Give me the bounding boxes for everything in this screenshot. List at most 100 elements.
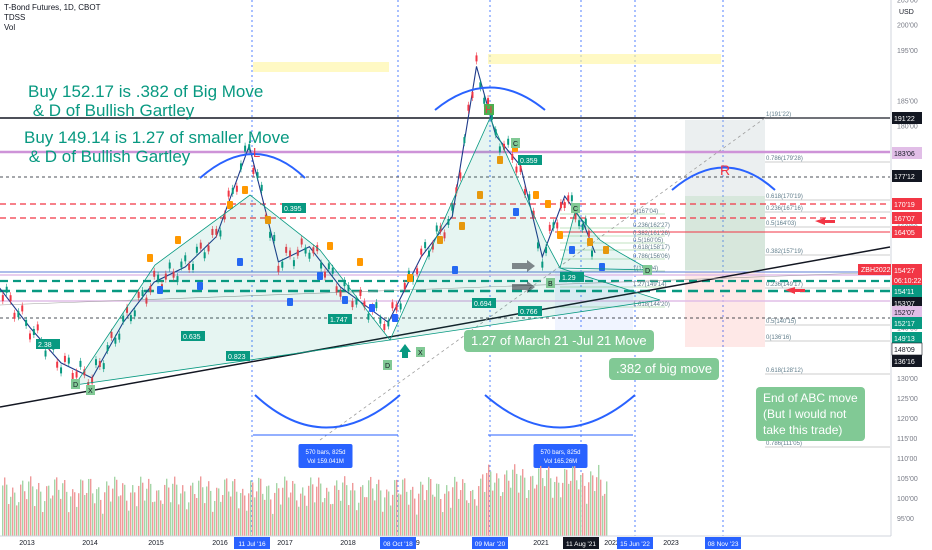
volume-bar — [548, 466, 550, 536]
volume-bar — [254, 497, 256, 536]
candle-body — [1, 295, 4, 302]
candle-body — [487, 98, 490, 105]
point-label-d2: D — [385, 363, 390, 370]
time-tick-4: 2017 — [277, 540, 293, 547]
fib-label-9: 0.618(128'12) — [766, 368, 803, 374]
tdss-buy-marker-2 — [237, 258, 243, 266]
volume-bar — [306, 505, 308, 536]
candle-body — [443, 232, 446, 239]
volume-bar — [480, 478, 482, 536]
volume-bar — [374, 500, 376, 536]
volume-bar — [250, 480, 252, 536]
time-tick-3: 2016 — [212, 540, 228, 547]
price-label-12: 149'13 — [894, 336, 915, 343]
arc-center-top — [434, 86, 546, 111]
volume-bar — [322, 502, 324, 536]
wave-label-bg-r8 — [518, 306, 542, 316]
volume-bar — [218, 488, 220, 536]
price-label-13: 148'09 — [894, 347, 915, 354]
candle-body — [199, 242, 202, 249]
candle-body — [36, 324, 39, 331]
candle-body — [471, 91, 474, 98]
date-highlight-4: 15 Jun '22 — [620, 541, 650, 548]
volume-bar — [340, 500, 342, 536]
tdss-sell-marker-15 — [557, 231, 563, 239]
candle-body — [431, 243, 434, 250]
volume-bar — [584, 485, 586, 536]
left-arrow-167 — [815, 218, 835, 225]
abc-small — [559, 211, 651, 271]
volume-bar — [516, 473, 518, 536]
volume-bar — [360, 486, 362, 536]
price-label-5: 164'05 — [894, 230, 915, 237]
volume-bar — [192, 482, 194, 536]
volume-bar — [50, 498, 52, 536]
candle-body — [235, 185, 238, 192]
candle-body — [312, 247, 315, 254]
candle-body — [375, 302, 378, 309]
candle-body — [567, 195, 570, 202]
volume-bar — [4, 477, 6, 536]
volume-bar — [86, 493, 88, 536]
wave-label-r3: 1.747 — [330, 317, 348, 324]
candle-body — [269, 231, 272, 238]
volume-bar — [284, 476, 286, 536]
volume-bar — [496, 473, 498, 536]
volume-bar — [546, 470, 548, 536]
point-label-b1: B — [548, 281, 553, 288]
tdss-sell-marker-13 — [533, 191, 539, 199]
candle-body — [528, 194, 531, 201]
date-highlight-bg-2 — [472, 537, 508, 549]
volume-bar — [570, 480, 572, 536]
volume-bar — [28, 481, 30, 536]
volume-bar — [114, 476, 116, 536]
candle-body — [195, 246, 198, 253]
volume-bar — [166, 478, 168, 536]
candle-body — [122, 315, 125, 322]
volume-bar — [104, 492, 106, 536]
date-highlight-bg-1 — [380, 537, 416, 549]
price-label-bg-11 — [892, 317, 922, 329]
volume-bar — [426, 490, 428, 536]
price-label-9: 153'07 — [894, 301, 915, 308]
volume-bar — [154, 501, 156, 536]
point-label-c1: C — [573, 206, 578, 213]
candle-body — [335, 286, 338, 293]
wave-label-r2: 0.359 — [520, 158, 538, 165]
price-label-14: 136'16 — [894, 359, 915, 366]
candle-body — [300, 238, 303, 245]
pattern-letter-h: H — [485, 105, 492, 116]
volume-bar — [168, 487, 170, 536]
fib-label-6: 0.236(149'17) — [766, 282, 803, 288]
volume-bar — [158, 490, 160, 536]
candle-body — [355, 298, 358, 305]
volume-bar — [228, 491, 230, 536]
range-box-1 — [533, 444, 588, 468]
volume-bar — [506, 470, 508, 536]
small-fib-label-7: 1.27(149'14) — [633, 282, 667, 288]
volume-bar — [18, 502, 20, 536]
volume-bar — [464, 482, 466, 536]
candle-body — [451, 204, 454, 211]
volume-bar — [94, 503, 96, 536]
volume-bar — [448, 491, 450, 536]
candle-body — [498, 146, 501, 153]
volume-bar — [472, 489, 474, 536]
volume-bar — [156, 490, 158, 536]
volume-bar — [274, 492, 276, 536]
small-fib-label-4: 0.618(158'17) — [633, 245, 670, 251]
volume-bar — [392, 494, 394, 536]
volume-bar — [494, 482, 496, 536]
candle-body — [9, 295, 12, 302]
volume-bar — [88, 478, 90, 536]
volume-bar — [450, 507, 452, 536]
candle-body — [21, 305, 24, 312]
volume-bar — [408, 504, 410, 536]
volume-bar — [310, 477, 312, 536]
volume-bar — [534, 488, 536, 536]
tdss-sell-marker-0 — [147, 254, 153, 262]
candle-body — [71, 372, 74, 379]
volume-bar — [296, 500, 298, 536]
